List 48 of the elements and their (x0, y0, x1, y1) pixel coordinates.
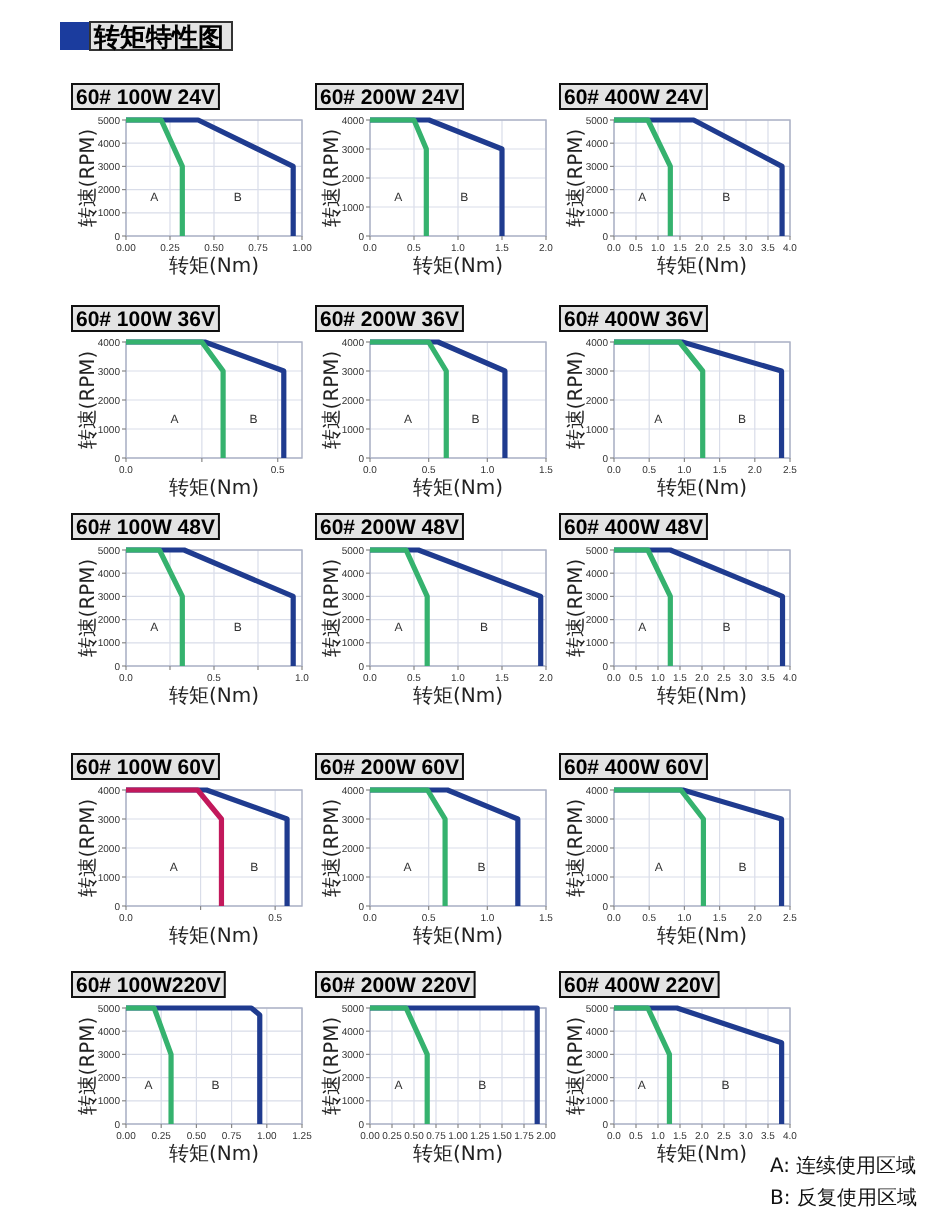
x-axis-title: 转矩(Nm) (656, 924, 748, 948)
y-axis-title: 转速(RPM) (564, 350, 588, 450)
chart-title: 60# 100W 48V (76, 516, 215, 540)
y-axis-title: 转速(RPM) (76, 798, 100, 898)
chart-title: 60# 200W 36V (320, 308, 459, 332)
x-axis-title: 转矩(Nm) (412, 254, 504, 278)
x-axis-title: 转矩(Nm) (412, 924, 504, 948)
chart-title: 60# 100W 36V (76, 308, 215, 332)
chart-title: 60# 200W 220V (320, 974, 471, 998)
y-axis-title: 转速(RPM) (320, 128, 344, 228)
y-axis-title: 转速(RPM) (564, 798, 588, 898)
chart-title: 60# 200W 48V (320, 516, 459, 540)
x-axis-title: 转矩(Nm) (168, 924, 260, 948)
y-axis-title: 转速(RPM) (76, 128, 100, 228)
x-axis-title: 转矩(Nm) (656, 254, 748, 278)
x-axis-title: 转矩(Nm) (412, 1142, 504, 1166)
x-axis-title: 转矩(Nm) (168, 476, 260, 500)
chart-title: 60# 400W 48V (564, 516, 703, 540)
chart-title: 60# 400W 24V (564, 86, 703, 110)
x-axis-title: 转矩(Nm) (412, 684, 504, 708)
y-axis-title: 转速(RPM) (564, 128, 588, 228)
text: B: 反复使用区域 (770, 1186, 917, 1210)
chart-title: 60# 200W 24V (320, 86, 459, 110)
text: 转矩特性图 (92, 24, 224, 54)
y-axis-title: 转速(RPM) (76, 1016, 100, 1116)
x-axis-title: 转矩(Nm) (412, 476, 504, 500)
chart-title: 60# 400W 36V (564, 308, 703, 332)
x-axis-title: 转矩(Nm) (656, 1142, 748, 1166)
x-axis-title: 转矩(Nm) (656, 684, 748, 708)
chart-title: 60# 100W 60V (76, 756, 215, 780)
chart-title: 60# 400W 60V (564, 756, 703, 780)
y-axis-title: 转速(RPM) (76, 350, 100, 450)
x-axis-title: 转矩(Nm) (168, 684, 260, 708)
y-axis-title: 转速(RPM) (320, 558, 344, 658)
y-axis-title: 转速(RPM) (76, 558, 100, 658)
chart-title: 60# 100W 24V (76, 86, 215, 110)
text: A: 连续使用区域 (770, 1154, 917, 1178)
x-axis-title: 转矩(Nm) (168, 254, 260, 278)
y-axis-title: 转速(RPM) (320, 1016, 344, 1116)
x-axis-title: 转矩(Nm) (168, 1142, 260, 1166)
y-axis-title: 转速(RPM) (320, 350, 344, 450)
chart-title: 60# 100W220V (76, 974, 221, 998)
chart-title: 60# 200W 60V (320, 756, 459, 780)
y-axis-title: 转速(RPM) (564, 1016, 588, 1116)
chart-title: 60# 400W 220V (564, 974, 715, 998)
y-axis-title: 转速(RPM) (320, 798, 344, 898)
x-axis-title: 转矩(Nm) (656, 476, 748, 500)
y-axis-title: 转速(RPM) (564, 558, 588, 658)
